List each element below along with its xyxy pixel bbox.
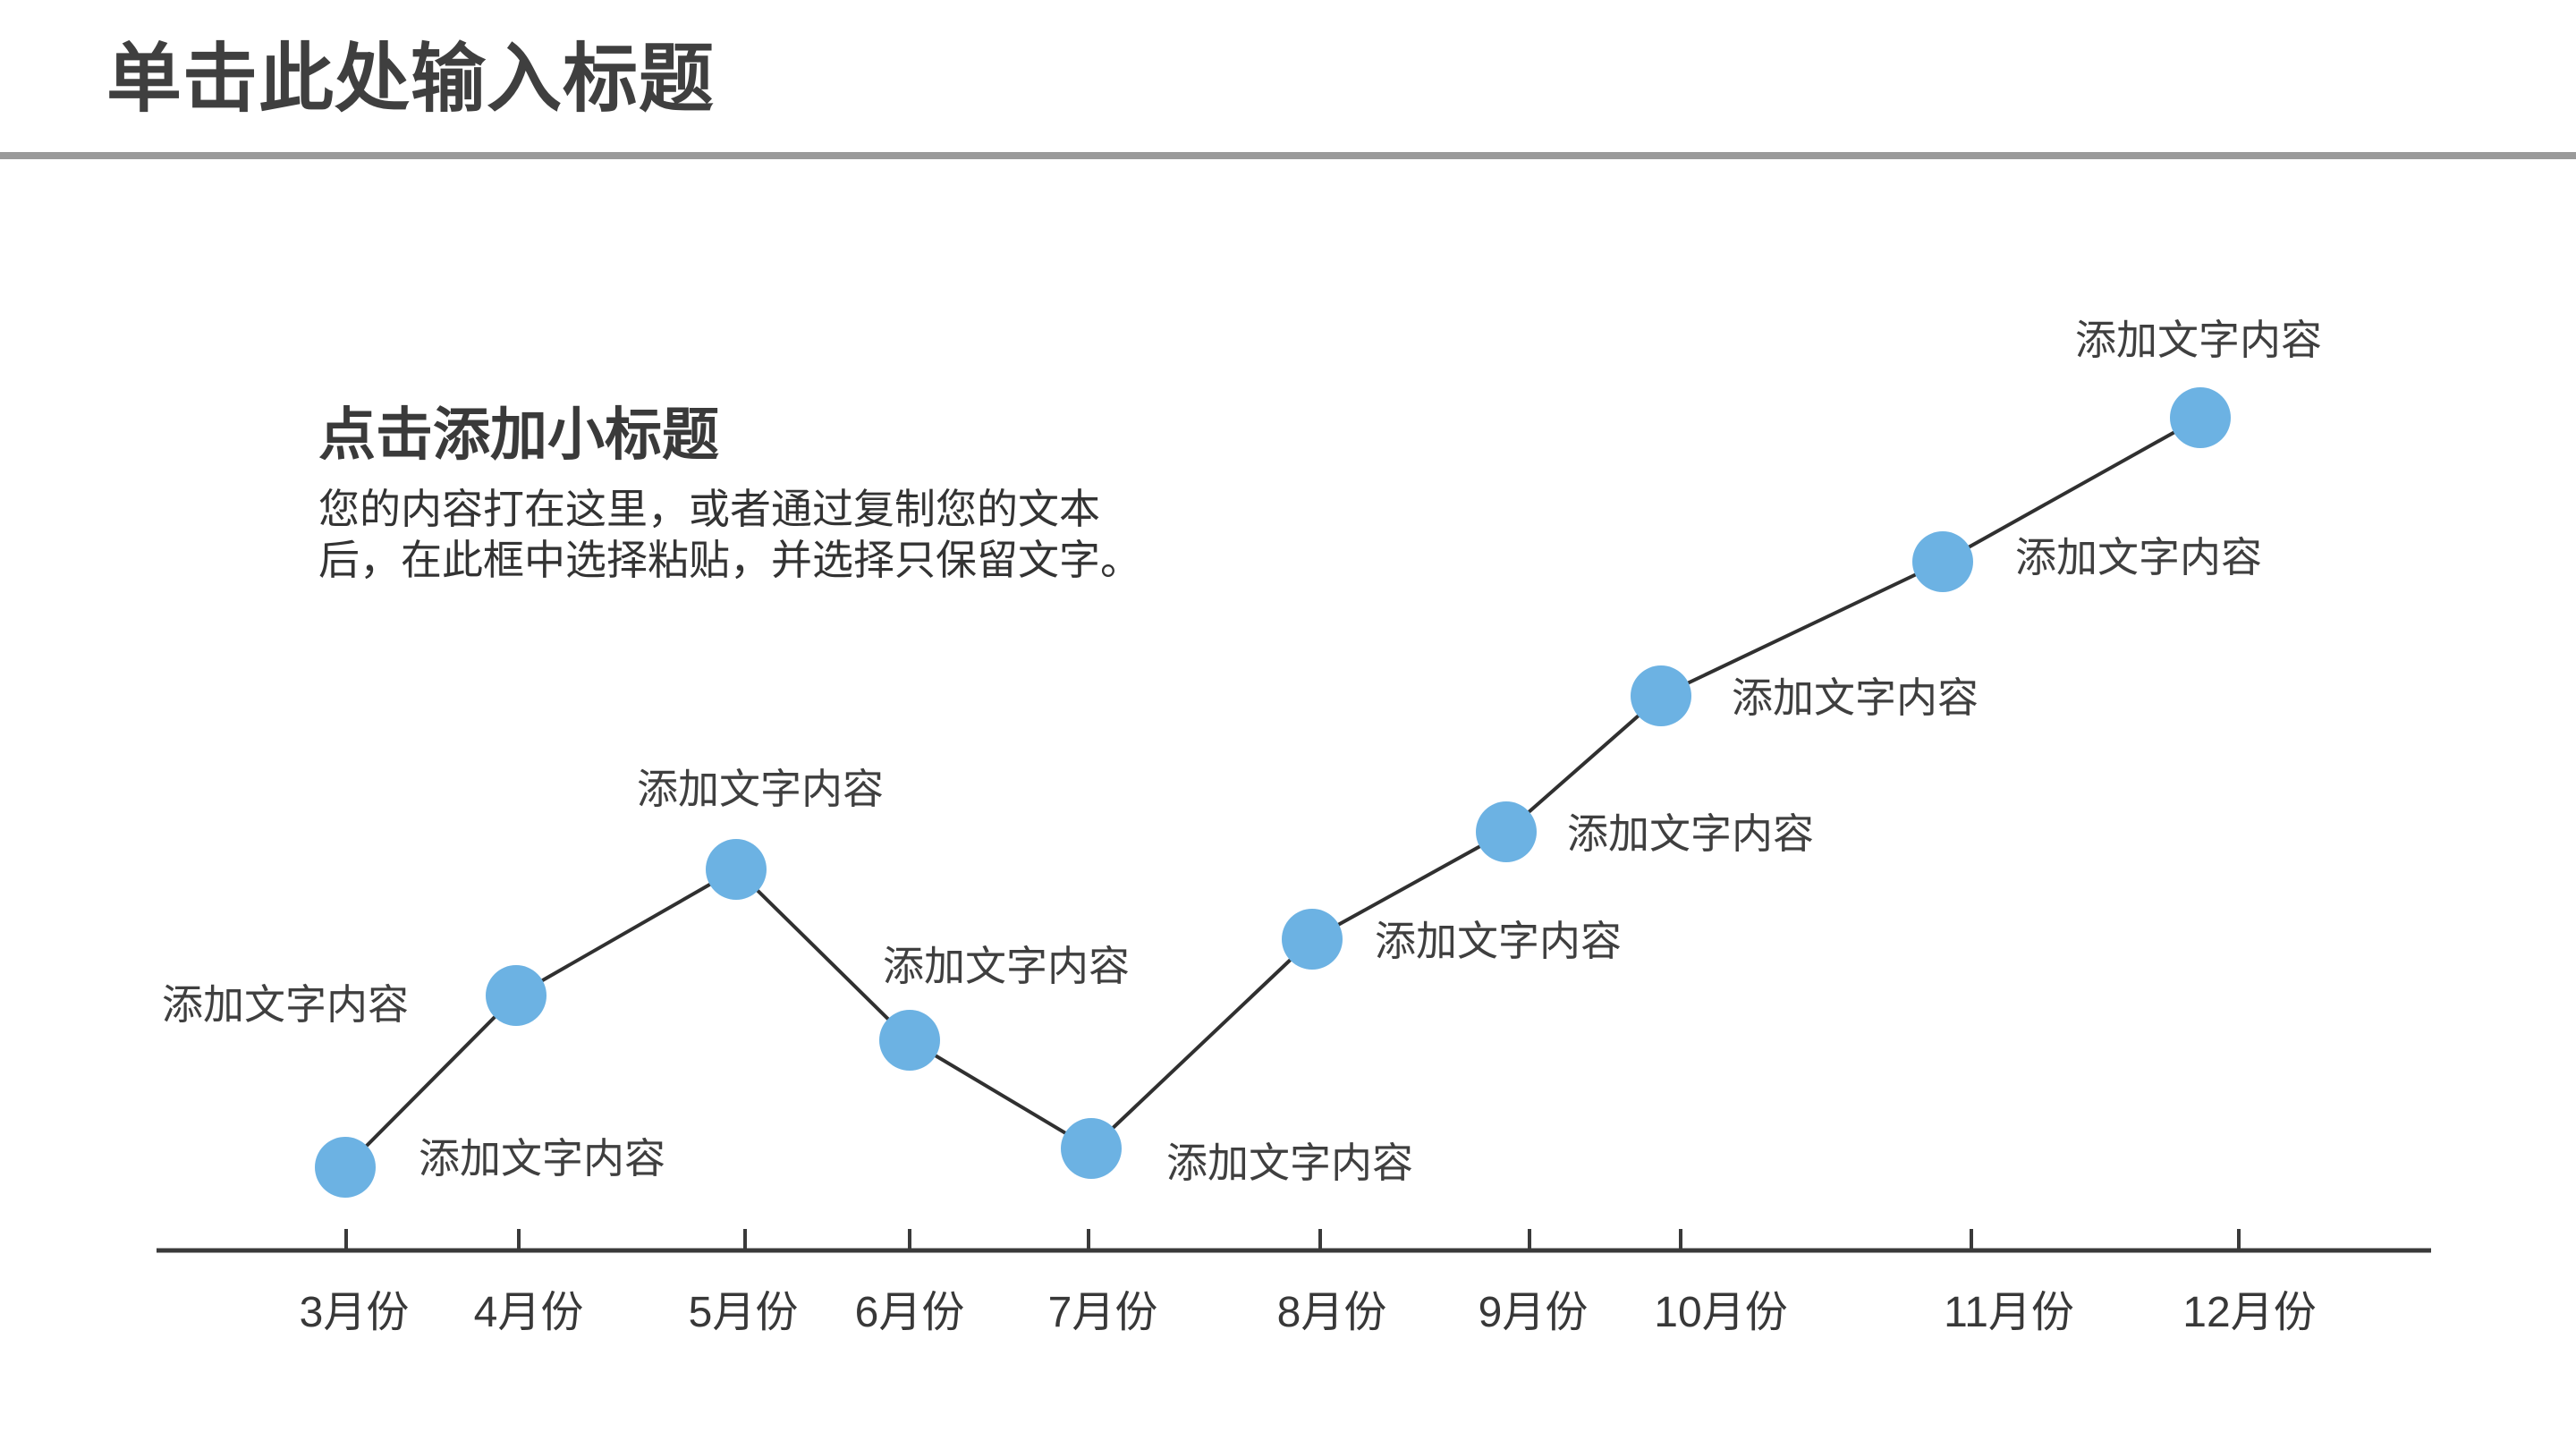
intro-heading-placeholder[interactable]: 点击添加小标题 [318,402,719,467]
point-note-3月份[interactable]: 添加文字内容 [419,1135,665,1182]
point-note-11月份[interactable]: 添加文字内容 [2015,534,2262,580]
month-label-12月份: 12月份 [2182,1289,2316,1336]
data-point-11月份[interactable] [1912,531,1973,592]
month-label-8月份: 8月份 [1277,1289,1387,1336]
month-label-10月份: 10月份 [1654,1289,1787,1336]
intro-body-line-1: 您的内容打在这里，或者通过复制您的文本 [318,485,1100,532]
title-separator-line [0,152,2576,159]
point-note-8月份[interactable]: 添加文字内容 [1375,918,1622,964]
data-point-7月份[interactable] [1061,1118,1122,1179]
month-label-5月份: 5月份 [689,1289,799,1336]
data-point-12月份[interactable] [2170,387,2231,448]
data-point-10月份[interactable] [1631,665,1691,726]
month-label-6月份: 6月份 [855,1289,965,1336]
month-label-7月份: 7月份 [1048,1289,1158,1336]
data-point-4月份[interactable] [486,965,547,1026]
month-label-4月份: 4月份 [474,1289,584,1336]
month-label-11月份: 11月份 [1944,1289,2074,1336]
point-note-10月份[interactable]: 添加文字内容 [1732,674,1979,721]
intro-body-line-2: 后，在此框中选择粘贴，并选择只保留文字。 [318,536,1141,583]
data-point-9月份[interactable] [1476,801,1537,862]
point-note-9月份[interactable]: 添加文字内容 [1567,810,1814,857]
month-label-9月份: 9月份 [1479,1289,1589,1336]
point-note-5月份[interactable]: 添加文字内容 [637,766,884,812]
point-note-4月份[interactable]: 添加文字内容 [162,981,409,1028]
data-series-line [343,416,2201,1169]
point-note-12月份[interactable]: 添加文字内容 [2075,317,2322,363]
slide-title-placeholder[interactable]: 单击此处输入标题 [106,37,716,121]
intro-text-block[interactable]: 点击添加小标题 您的内容打在这里，或者通过复制您的文本 后，在此框中选择粘贴，并… [318,401,1141,586]
month-label-3月份: 3月份 [300,1289,410,1336]
data-point-6月份[interactable] [879,1010,940,1071]
data-point-3月份[interactable] [315,1137,376,1198]
point-note-6月份[interactable]: 添加文字内容 [883,943,1130,989]
intro-body-text[interactable]: 您的内容打在这里，或者通过复制您的文本 后，在此框中选择粘贴，并选择只保留文字。 [318,484,1141,586]
point-note-7月份[interactable]: 添加文字内容 [1166,1140,1413,1186]
data-point-5月份[interactable] [706,839,767,900]
data-point-8月份[interactable] [1282,909,1343,970]
